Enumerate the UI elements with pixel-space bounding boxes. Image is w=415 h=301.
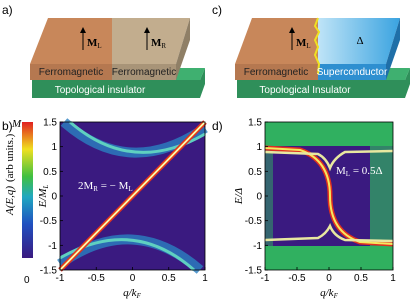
subscript: R <box>161 42 166 50</box>
gap-label: Δ <box>356 35 363 47</box>
x-tick-label: -0.5 <box>288 273 306 284</box>
y-tick-label: -0.5 <box>245 216 263 227</box>
moment-label: ML <box>296 37 311 50</box>
x-tick-label: 0.5 <box>162 273 176 284</box>
x-tick-label: -1 <box>261 273 270 284</box>
moment-label: MR <box>151 37 166 50</box>
layer-label: Superconductor <box>317 67 388 78</box>
y-tick-label: 0 <box>51 192 57 203</box>
heatmap <box>264 122 394 270</box>
y-tick-label: -1 <box>253 241 262 252</box>
axes: -1 -0.5 0 0.5 1-1.5-1-0.500.511.5-1 -0.5 0 0.5 1… <box>40 118 396 285</box>
text: = 0.5Δ <box>350 165 383 177</box>
y-tick-label: -1 <box>48 241 57 252</box>
device-diagram <box>30 18 205 98</box>
text: M <box>336 165 346 177</box>
base-label: Topological insulator <box>55 85 146 96</box>
panel-label: c) <box>212 3 222 17</box>
y-tick-label: 1 <box>256 142 262 153</box>
x-tick-label: 0 <box>326 273 332 284</box>
colorbar-min: 0 <box>24 275 30 286</box>
panel-label: d) <box>212 119 223 133</box>
symbol: M <box>296 37 307 49</box>
colorbar <box>22 122 33 258</box>
subscript: F <box>136 292 142 300</box>
colorbar-max: M <box>11 118 22 130</box>
x-axis-label: q/kF <box>123 287 141 300</box>
x-tick-label: 0 <box>130 273 136 284</box>
symbol: M <box>87 37 98 49</box>
subscript: L <box>346 170 350 178</box>
device-diagram <box>235 17 410 98</box>
subscript: L <box>306 42 310 50</box>
layer-label: Ferromagnetic <box>39 67 103 78</box>
y-tick-label: 0.5 <box>43 167 57 178</box>
annotation: 2MR = − ML <box>78 180 133 193</box>
text: = − M <box>98 180 129 192</box>
symbol: M <box>151 37 162 49</box>
layer-label: Ferromagnetic <box>112 67 176 78</box>
subscript: F <box>333 292 339 300</box>
text: q/k <box>320 287 335 299</box>
base-label: Topological Insulator <box>259 85 351 96</box>
x-tick-label: -1 <box>56 273 65 284</box>
moment-label: ML <box>87 37 102 50</box>
y-tick-label: -1.5 <box>40 266 58 277</box>
subscript: R <box>93 185 98 193</box>
x-axis-label: q/kF <box>320 287 338 300</box>
y-tick-label: 0 <box>256 192 262 203</box>
y-tick-label: 1 <box>51 142 57 153</box>
colorbar-quantity: A(E,q) <box>4 186 16 216</box>
text: q/k <box>123 287 138 299</box>
subscript: L <box>97 42 101 50</box>
y-axis-label: E/Δ <box>233 188 245 205</box>
y-tick-label: 1.5 <box>43 118 57 129</box>
annotation: ML = 0.5Δ <box>336 165 383 178</box>
y-tick-label: -0.5 <box>40 216 58 227</box>
subscript: L <box>128 185 132 193</box>
y-axis-label: E/ML <box>37 184 50 208</box>
y-tick-label: 1.5 <box>248 118 262 129</box>
layer-label: Ferromagnetic <box>244 67 308 78</box>
subscript: L <box>42 184 50 189</box>
heatmap <box>57 118 208 274</box>
text: 2M <box>78 180 94 192</box>
text: E/M <box>37 188 49 209</box>
colorbar-unit: (arb units.) <box>4 133 16 182</box>
y-tick-label: 0.5 <box>248 167 262 178</box>
panel-label: a) <box>2 3 13 17</box>
x-tick-label: 0.5 <box>354 273 368 284</box>
x-tick-label: -0.5 <box>88 273 106 284</box>
x-tick-label: 1 <box>390 273 396 284</box>
x-tick-label: 1 <box>202 273 208 284</box>
y-tick-label: -1.5 <box>245 266 263 277</box>
panel-label: b) <box>2 119 13 133</box>
colorbar-label: A(E,q) (arb units.) <box>4 133 16 216</box>
